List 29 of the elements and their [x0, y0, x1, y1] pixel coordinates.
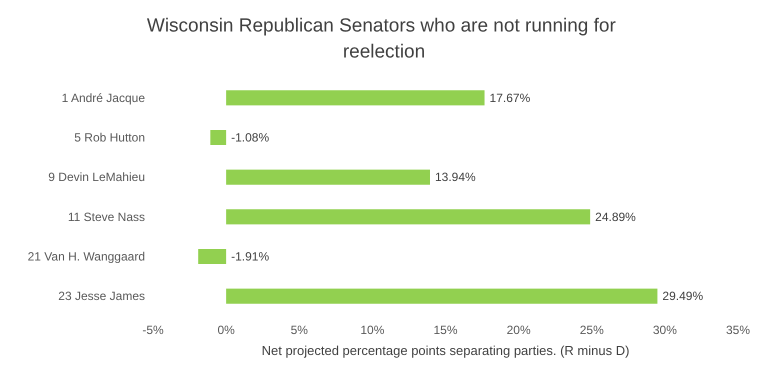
data-label: 29.49% [662, 289, 704, 304]
x-tick-label: 15% [433, 323, 458, 337]
data-label: -1.91% [231, 250, 270, 264]
x-tick-label: 30% [652, 323, 678, 337]
bar [198, 248, 226, 264]
bar [210, 130, 226, 146]
chart-title: Wisconsin Republican Senators who are not running for reelection [146, 16, 622, 62]
x-tick-label: 35% [726, 323, 750, 337]
y-tick-label: 21 Van H. Wanggaard [28, 250, 145, 264]
bar [226, 288, 658, 304]
y-tick-label: 11 Steve Nass [68, 210, 145, 224]
data-label: 17.67% [490, 90, 531, 105]
x-tick-label: 10% [360, 323, 385, 337]
x-tick-label: 0% [217, 323, 236, 337]
x-tick-label: 25% [580, 323, 604, 337]
x-axis-title: Net projected percentage points separating parties. (R minus D) [262, 343, 630, 358]
data-label: -1.08% [231, 130, 270, 144]
data-label: 24.89% [595, 210, 636, 224]
y-tick-label: 1 André Jacque [62, 90, 146, 105]
bar [226, 170, 430, 185]
y-tick-label: 23 Jesse James [58, 289, 145, 304]
x-tick-label: 5% [290, 323, 308, 337]
data-label: 13.94% [434, 170, 476, 184]
x-tick-label: -5% [142, 323, 164, 337]
bar [226, 90, 485, 106]
y-tick-label: 5 Rob Hutton [74, 130, 145, 144]
y-tick-label: 9 Devin LeMahieu [48, 170, 145, 184]
bar [226, 209, 590, 224]
x-tick-label: 20% [506, 323, 531, 337]
